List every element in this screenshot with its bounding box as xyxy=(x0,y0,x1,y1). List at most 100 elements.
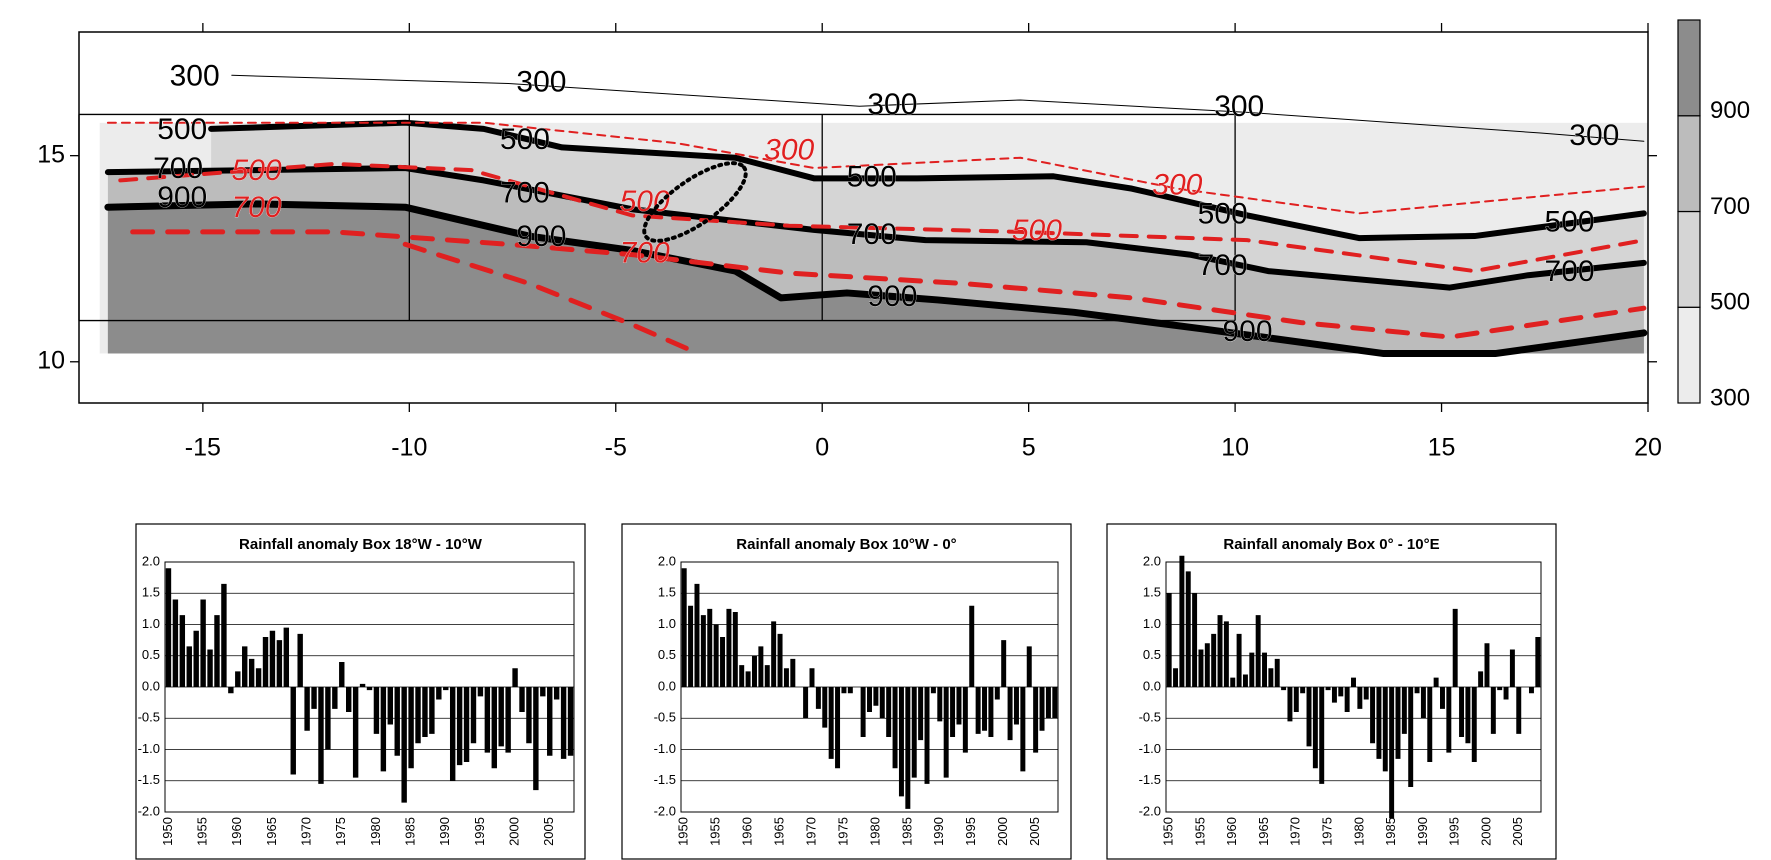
bar xyxy=(325,687,331,750)
bar xyxy=(720,637,726,687)
x-tick-label: 1960 xyxy=(1224,817,1239,846)
y-tick-label: 0.5 xyxy=(142,647,160,662)
y-tick-label: -1.0 xyxy=(1139,741,1161,756)
contour-label: 500 xyxy=(500,123,550,156)
contour-label: 700 xyxy=(1545,255,1595,288)
bar xyxy=(553,687,560,700)
bar xyxy=(1382,687,1388,772)
bar xyxy=(1242,674,1248,687)
bar xyxy=(681,568,687,687)
bar xyxy=(297,633,303,687)
bar xyxy=(463,687,470,762)
x-tick-label: 15 xyxy=(1428,434,1456,462)
bar xyxy=(726,608,732,687)
x-tick-label: 1955 xyxy=(195,817,210,846)
bar xyxy=(1268,668,1274,687)
x-tick-label: 0 xyxy=(815,434,829,462)
x-tick-label: 1960 xyxy=(229,817,244,846)
x-tick-label: 1975 xyxy=(1320,817,1335,846)
bar xyxy=(352,687,359,778)
y-tick-label: 1.0 xyxy=(658,616,676,631)
y-tick-label: 2.0 xyxy=(658,553,676,568)
bar xyxy=(1516,687,1522,734)
bar xyxy=(1363,687,1369,700)
x-tick-label: 1960 xyxy=(740,817,755,846)
y-tick-label: 0.5 xyxy=(658,647,676,662)
chart-title: Rainfall anomaly Box 0° - 10°E xyxy=(1223,536,1439,553)
bar xyxy=(841,687,847,694)
bar xyxy=(1357,687,1363,709)
x-tick-label: 1955 xyxy=(708,817,723,846)
x-tick-label: 1995 xyxy=(963,817,978,846)
bar xyxy=(1376,687,1382,759)
bar xyxy=(1478,671,1484,687)
bar xyxy=(449,687,456,781)
x-tick-label: 2005 xyxy=(1510,817,1525,846)
x-tick-label: 1980 xyxy=(1351,817,1366,846)
bar xyxy=(1281,687,1287,691)
bar xyxy=(1287,687,1293,722)
y-tick-label: -1.5 xyxy=(654,772,676,787)
colorbar-label: 500 xyxy=(1710,289,1750,316)
contour-line xyxy=(231,74,1645,142)
bar xyxy=(318,687,324,784)
bar xyxy=(1370,687,1376,744)
bar xyxy=(560,687,567,759)
y-tick-label: -2.0 xyxy=(138,803,160,818)
bar xyxy=(1223,621,1229,687)
bar xyxy=(713,624,719,687)
bar xyxy=(456,687,463,766)
bar xyxy=(898,687,904,797)
bar xyxy=(505,687,511,753)
bar xyxy=(1401,687,1407,734)
y-tick-label: -0.5 xyxy=(654,710,676,725)
bar xyxy=(751,655,757,687)
bar xyxy=(1465,687,1471,744)
contour-line xyxy=(130,229,1647,340)
x-tick-label: 1965 xyxy=(264,817,279,846)
bar xyxy=(918,687,924,741)
x-tick-label: 2005 xyxy=(1027,817,1042,846)
x-tick-label: 1975 xyxy=(333,817,348,846)
contour-label: 300 xyxy=(1152,169,1202,202)
highlight-ellipse xyxy=(642,161,748,243)
bar xyxy=(1300,687,1306,694)
bar xyxy=(758,646,764,687)
plot-frame xyxy=(1165,561,1542,813)
bar xyxy=(1509,649,1515,687)
x-tick-label: 1990 xyxy=(1415,817,1430,846)
bar xyxy=(1484,643,1490,687)
contour-line xyxy=(106,121,1645,215)
y-tick-label: 1.0 xyxy=(1143,616,1161,631)
bar xyxy=(186,646,192,687)
bar xyxy=(969,605,975,687)
x-tick-label: 1990 xyxy=(931,817,946,846)
contour-label: 300 xyxy=(867,88,917,121)
chart-title: Rainfall anomaly Box 18°W - 10°W xyxy=(239,536,483,553)
x-tick-label: 1985 xyxy=(899,817,914,846)
contour-label: 500 xyxy=(1198,197,1248,230)
chart-frame xyxy=(1106,523,1557,860)
x-tick-label: 1980 xyxy=(368,817,383,846)
bar xyxy=(1045,687,1051,719)
bar xyxy=(1255,615,1261,687)
bar xyxy=(484,687,491,753)
x-tick-label: 1990 xyxy=(437,817,452,846)
bar xyxy=(694,583,700,687)
x-tick-label: 2000 xyxy=(507,817,522,846)
x-tick-label: 1950 xyxy=(676,817,691,846)
contour-line xyxy=(208,119,1647,242)
bar xyxy=(1490,687,1496,734)
bar xyxy=(477,687,484,697)
bar xyxy=(1306,687,1312,747)
bar xyxy=(380,687,387,772)
plot-frame xyxy=(164,561,575,813)
x-tick-label: 5 xyxy=(1022,434,1036,462)
bar xyxy=(1217,615,1223,687)
bar xyxy=(269,630,276,687)
bar xyxy=(783,668,789,687)
x-tick-label: 1995 xyxy=(472,817,487,846)
x-tick-label: 1965 xyxy=(771,817,786,846)
bar xyxy=(248,658,255,687)
x-tick-label: 1985 xyxy=(403,817,418,846)
